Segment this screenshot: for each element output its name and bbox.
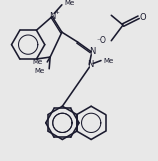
Text: +: + [55,10,59,15]
Text: Me: Me [65,0,75,6]
Text: Me: Me [34,68,44,74]
Text: Me: Me [103,57,113,64]
Text: ⁻O: ⁻O [97,36,106,45]
Text: O: O [139,13,146,22]
Text: N: N [89,47,95,56]
Text: N: N [49,12,55,21]
Text: Me: Me [32,59,42,65]
Text: N: N [87,60,93,69]
